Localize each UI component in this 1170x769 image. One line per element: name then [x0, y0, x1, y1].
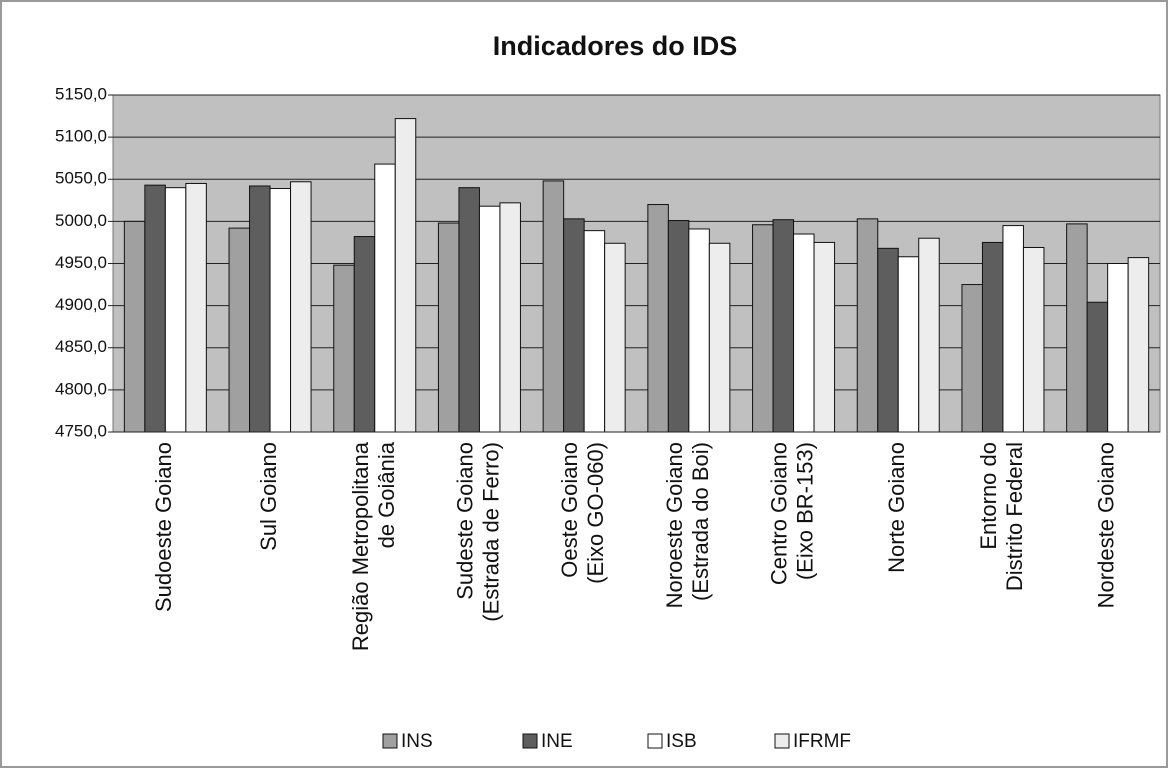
bar: [1086, 301, 1109, 433]
legend-label: ISB: [666, 731, 697, 752]
bar: [813, 241, 836, 433]
bar: [249, 185, 271, 433]
legend-label: INS: [401, 731, 433, 752]
bar: [688, 228, 710, 433]
x-tick-label: Noroeste Goiano(Estrada do Boi): [662, 442, 713, 608]
bar: [793, 233, 815, 433]
bar: [228, 227, 251, 433]
x-tick-label: Região Metropolitanade Goiânia: [348, 441, 399, 651]
bar: [458, 187, 480, 433]
bar: [1022, 246, 1045, 433]
bar: [1066, 223, 1088, 433]
bar: [185, 182, 207, 433]
bar: [542, 180, 565, 433]
y-tick-label: 4800,0: [55, 379, 107, 398]
y-tick-label: 4850,0: [55, 337, 107, 356]
bar: [772, 219, 795, 433]
y-tick-label: 5000,0: [55, 211, 107, 230]
bar: [353, 236, 376, 433]
bar: [752, 224, 774, 433]
bar: [563, 218, 585, 433]
legend-label: IFRMF: [793, 731, 851, 752]
bar: [394, 118, 417, 433]
bar: [918, 237, 940, 433]
bar: [897, 256, 920, 433]
bar: [144, 184, 166, 433]
y-tick-label: 5100,0: [55, 127, 107, 146]
bar: [333, 264, 355, 433]
y-tick-label: 4750,0: [55, 421, 107, 440]
x-tick-label: Nordeste Goiano: [1093, 442, 1118, 608]
bar: [961, 284, 983, 433]
bar: [1002, 225, 1024, 433]
y-tick-label: 4950,0: [55, 253, 107, 272]
x-tick-label: Entorno doDistrito Federal: [976, 442, 1027, 591]
chart-title: Indicadores do IDS: [493, 31, 738, 61]
legend-swatch: [647, 733, 663, 749]
y-tick-label: 5150,0: [55, 84, 107, 103]
bar: [981, 241, 1004, 433]
x-tick-label: Oeste Goiano(Eixo GO-060): [557, 442, 608, 584]
x-tick-label: Sudeste Goiano(Estrada de Ferro): [452, 442, 503, 622]
bar: [647, 204, 669, 433]
bar: [164, 187, 187, 433]
legend-swatch: [382, 733, 398, 749]
bar: [269, 188, 292, 433]
bar: [499, 202, 521, 433]
bar: [1127, 257, 1150, 433]
bar: [123, 220, 146, 433]
x-tick-label: Sudoeste Goiano: [151, 442, 176, 612]
bar: [478, 205, 501, 433]
legend-swatch: [774, 733, 790, 749]
bar: [290, 181, 312, 433]
bar: [1107, 263, 1129, 433]
x-tick-label: Norte Goiano: [884, 442, 909, 573]
y-tick-label: 4900,0: [55, 295, 107, 314]
bar: [708, 242, 731, 433]
y-tick-label: 5050,0: [55, 169, 107, 188]
legend-label: INE: [541, 731, 573, 752]
bar: [583, 230, 606, 433]
x-tick-label: Sul Goiano: [256, 442, 281, 551]
bar: [667, 220, 690, 433]
bar: [437, 222, 460, 433]
bar: [856, 218, 879, 433]
legend-swatch: [522, 733, 538, 749]
bar: [374, 163, 396, 433]
x-tick-label: Centro Goiano(Eixo BR-153): [766, 442, 817, 585]
bar: [877, 247, 899, 433]
bar: [604, 242, 626, 433]
